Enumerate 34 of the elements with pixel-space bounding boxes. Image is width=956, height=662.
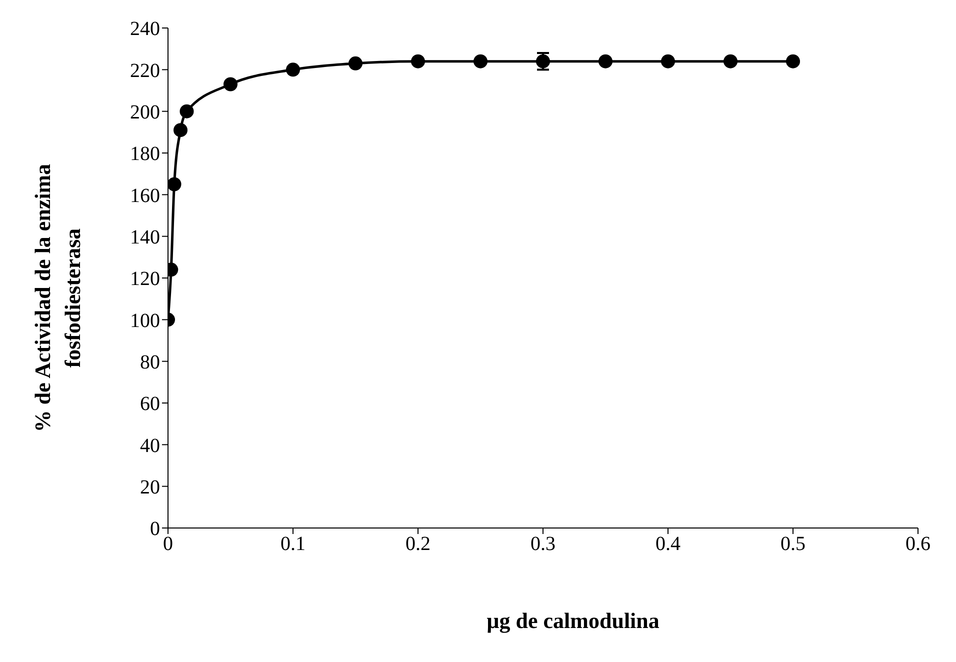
x-tick-label: 0.4	[656, 533, 680, 556]
point	[661, 54, 675, 68]
y-tick-label: 220	[130, 60, 160, 82]
y-tick-label: 160	[130, 184, 160, 207]
y-tick-label: 60	[140, 393, 160, 416]
point	[168, 177, 182, 192]
x-axis-title: µg de calmodulina	[486, 608, 660, 634]
y-tick-label: 120	[130, 268, 160, 290]
y-tick-label: 240	[130, 18, 160, 40]
y-tick-label: 0	[150, 518, 160, 540]
x-tick-label: 0.6	[906, 533, 930, 556]
y-tick-label: 40	[140, 434, 160, 457]
x-tick-label: 0.3	[530, 533, 556, 556]
point	[411, 54, 425, 68]
y-tick-label: 200	[130, 101, 160, 124]
x-tick-label: 0.1	[280, 533, 306, 556]
point	[474, 54, 488, 68]
point	[536, 54, 550, 68]
y-tick-label: 140	[130, 226, 160, 248]
point	[724, 54, 738, 68]
point	[224, 77, 238, 92]
y-tick-label: 180	[130, 143, 160, 166]
point	[348, 56, 362, 70]
point	[598, 54, 612, 68]
y-tick-label: 100	[130, 310, 160, 332]
point	[180, 104, 194, 118]
x-tick-label: 0.2	[406, 533, 430, 556]
point	[286, 62, 300, 77]
point	[786, 54, 800, 68]
y-tick-label: 80	[140, 351, 160, 374]
point	[174, 123, 188, 138]
y-axis-title: % de Actividad de la enzima fosfodiesterasa	[29, 164, 86, 432]
y-tick-label: 20	[140, 476, 160, 498]
x-tick-label: 0.5	[780, 533, 806, 556]
